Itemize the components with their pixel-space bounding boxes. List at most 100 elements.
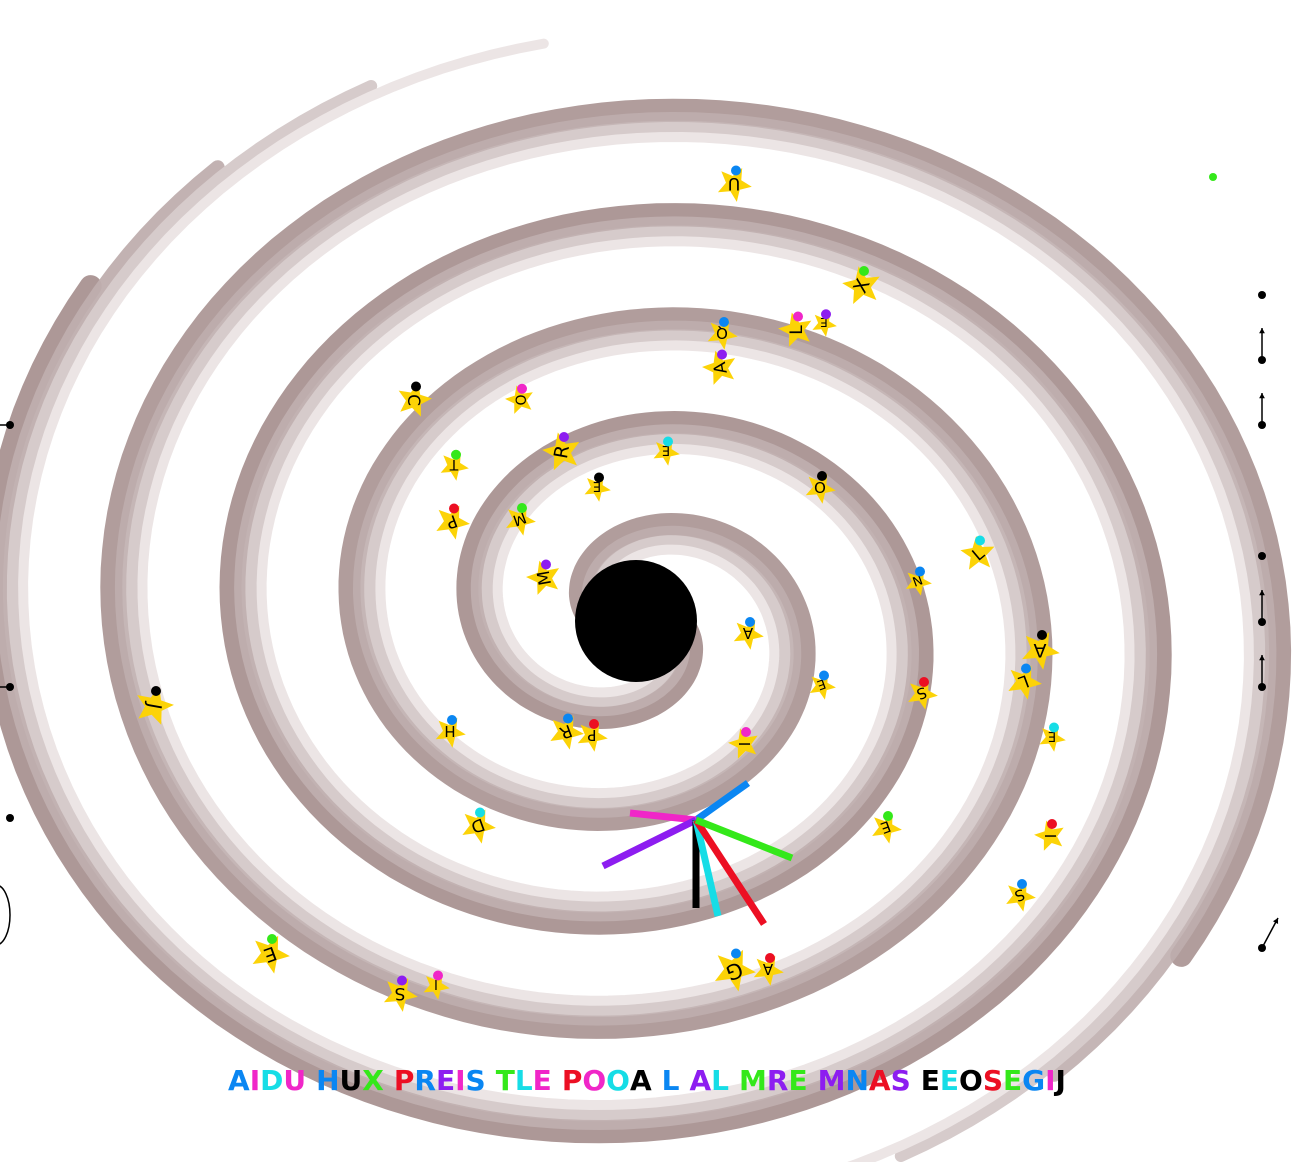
star-letter: I [1042,834,1060,838]
letter-star[interactable]: S [378,970,423,1015]
letter-star[interactable]: A [749,949,789,989]
star-color-dot [151,686,161,696]
letter-star[interactable]: X [840,263,884,305]
letter-star[interactable]: G [708,941,762,994]
star-color-dot [1017,879,1027,889]
pointer-line-cyan [692,819,722,917]
word-letter: P [561,1064,583,1097]
star-shape [872,813,902,844]
letter-star[interactable]: P [573,715,613,755]
letter-star[interactable]: E [580,469,615,504]
star-color-dot [821,309,831,320]
star-color-dot [594,472,604,483]
edge-dot [6,814,14,822]
letter-star[interactable]: E [805,668,840,702]
star-shape [905,569,932,596]
star-color-dot [975,535,985,546]
star-shape [778,312,812,347]
letter-star[interactable]: O [801,467,841,507]
edge-dot [1209,173,1217,181]
letter-star[interactable]: R [539,428,584,471]
star-letter: E [662,442,670,457]
letter-star[interactable]: I [419,967,454,1002]
letter-star[interactable]: M [501,499,541,538]
spiral-arm [100,98,1292,1039]
letter-star[interactable]: U [712,160,757,205]
letter-star[interactable]: E [808,307,841,339]
star-letter: H [444,722,455,740]
star-shape [1008,665,1042,700]
word-letter: P [393,1064,415,1097]
star-letter: R [550,444,574,461]
word: AIDU [228,1064,306,1097]
star-letter: A [762,960,773,978]
spiral-arm [114,111,1277,1082]
star-shape [842,266,880,304]
star-shape [805,473,836,504]
word-letter: I [249,1064,261,1097]
pointer-line-blue [693,780,751,823]
letter-star[interactable]: I [1031,817,1067,852]
letter-star[interactable]: S [1001,875,1041,914]
letter-star[interactable]: L [775,309,816,349]
word-letter: M [739,1064,767,1097]
letter-star[interactable]: E [1035,719,1070,754]
letter-star[interactable]: P [430,499,475,543]
star-color-dot [859,266,869,276]
letter-star[interactable]: A [729,613,769,653]
spiral-arm [0,160,1158,1131]
star-shape [435,717,466,748]
word-letter: L [661,1064,680,1097]
star-letter: C [403,394,423,406]
letter-star[interactable]: C [394,379,435,419]
letter-star[interactable]: O [503,382,537,415]
star-shape [753,955,784,986]
word-letter: J [1055,1064,1066,1097]
star-shape [653,439,680,466]
letter-star[interactable]: L [959,534,996,570]
star-letter: A [742,624,753,642]
letter-star[interactable]: Q [703,313,743,353]
letter-star[interactable]: M [523,556,564,596]
letter-star[interactable]: I [725,725,761,760]
letter-star[interactable]: R [544,709,589,753]
letter-star[interactable]: E [246,928,295,977]
star-letter: E [820,315,828,329]
star-color-dot [563,713,573,724]
star-shape [506,505,536,536]
word-letter: R [414,1064,436,1097]
star-shape [440,452,469,481]
letter-star[interactable]: J [131,682,177,727]
star-shape [584,475,611,502]
letter-star[interactable]: D [456,803,501,847]
word: HUX [316,1064,384,1097]
letter-star[interactable]: T [436,446,474,483]
word-letter: A [689,1064,712,1097]
word-bar: AIDU HUX PREIS TLE POOA L AL MRE MNAS EEOSEGIJ [0,1064,1294,1097]
letter-star[interactable]: H [431,711,471,751]
letter-star[interactable]: S [903,673,943,712]
word-letter: E [788,1064,808,1097]
star-color-dot [475,807,485,818]
word-letter: I [455,1064,466,1097]
star-shape [702,350,736,385]
star-color-dot [1047,819,1057,829]
star-color-dot [817,471,827,481]
letter-star[interactable]: N [901,564,936,598]
star-color-dot [731,165,741,176]
word-letter: O [606,1064,630,1097]
star-shape [812,312,837,337]
edge-arrow-head [1259,590,1265,596]
letter-star[interactable]: A [699,346,740,386]
star-color-dot [741,727,751,737]
word-letter: S [465,1064,486,1097]
letter-star[interactable]: L [1002,659,1047,703]
letter-star[interactable]: E [867,807,907,846]
word: POOA [562,1064,652,1097]
star-color-dot [1037,630,1047,640]
letter-star[interactable]: A [1016,624,1066,674]
letter-star[interactable]: E [649,433,684,468]
pointer-lines [601,780,794,926]
